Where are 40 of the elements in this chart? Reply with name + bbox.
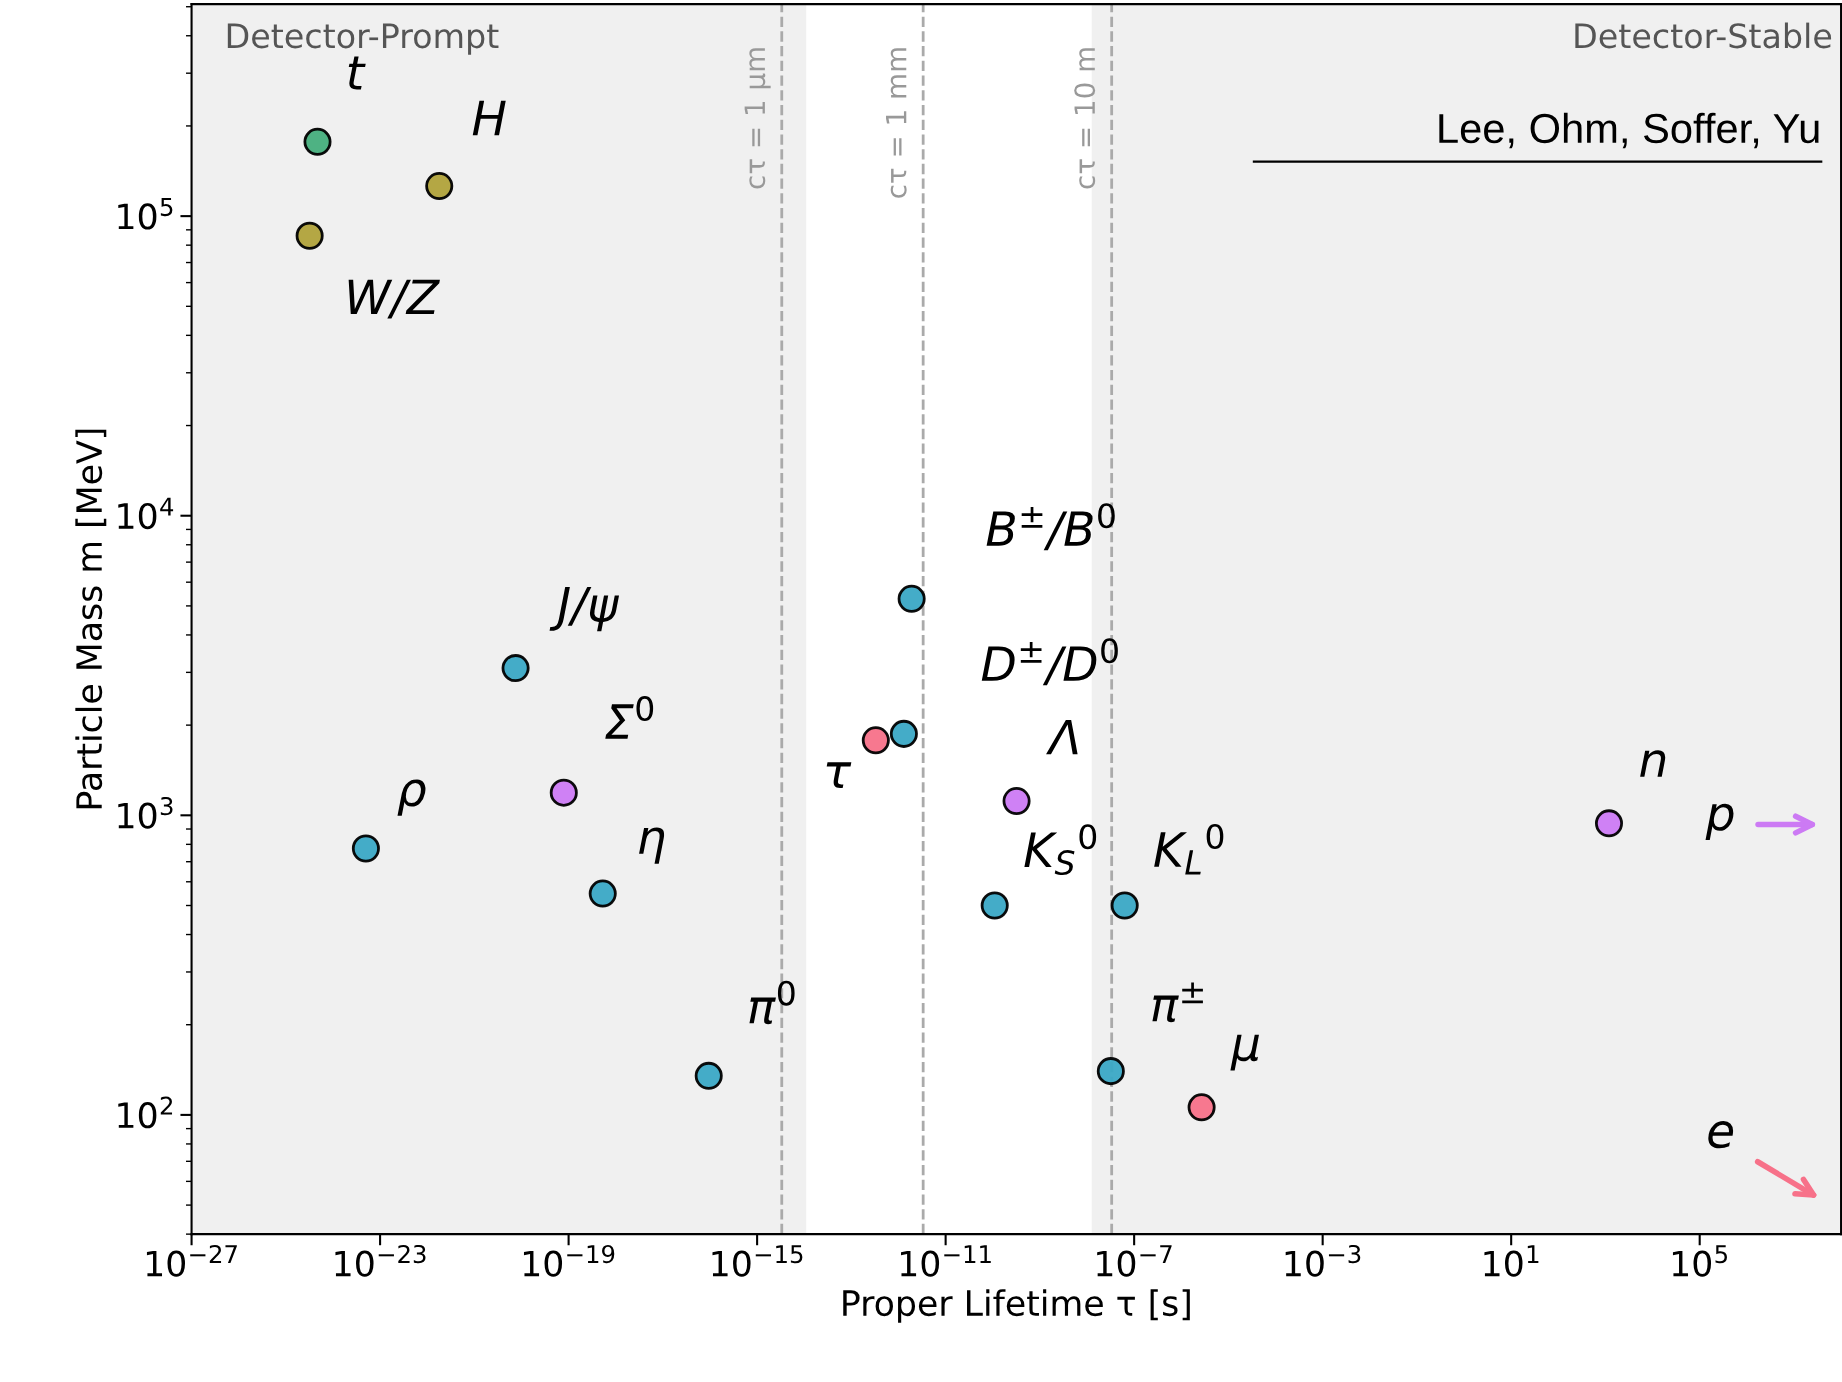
x-tick-label: 10$^{−7}$ [1097,1245,1172,1277]
annotation: cτ = 1 mm [886,48,907,198]
annotation: Σ$^{0}$ [605,696,654,739]
annotation: H [472,100,506,136]
annotation: t [348,56,366,90]
annotation: W/Z [348,279,440,319]
x-tick-label: 10$^{5}$ [1672,1245,1727,1277]
x-axis-title: Proper Lifetime τ [s] [843,1289,1190,1323]
annotation: π$^{0}$ [749,980,795,1025]
x-tick-label: 10$^{−27}$ [146,1244,237,1277]
annotation: Lee, Ohm, Soffer, Yu [1439,112,1819,149]
x-tick-label: 10$^{−23}$ [335,1244,426,1277]
annotation: τ [826,762,852,789]
annotation: B$^{±}$/B$^{0}$ [986,503,1115,551]
y-tick-label: 10$^{3}$ [118,796,173,829]
y-tick-label: 10$^{5}$ [118,198,173,230]
annotation: cτ = 10 m [1074,48,1096,189]
band-label: Detector-Prompt [227,23,499,55]
annotation: K$_{L}$$^{0}$ [1154,824,1224,875]
annotation: Λ [1046,719,1078,755]
annotation: p [1705,803,1734,841]
annotation: η [639,827,665,864]
band-label: Detector-Stable [1575,22,1832,49]
x-tick-label: 10$^{−11}$ [901,1245,991,1277]
annotation: K$_{S}$$^{0}$ [1024,824,1097,876]
x-tick-label: 10$^{−15}$ [712,1245,803,1277]
annotation: ρ [397,779,426,816]
x-tick-label: 10$^{1}$ [1484,1245,1539,1277]
x-tick-label: 10$^{−19}$ [523,1244,615,1277]
y-tick-label: 10$^{4}$ [118,497,174,530]
y-axis-title: Particle Mass m [MeV] [75,429,107,809]
annotation: cτ = 1 μm [744,48,771,189]
annotation: π$^{±}$ [1152,982,1203,1023]
annotation: J/ψ [549,586,620,632]
y-tick-label: 10$^{2}$ [118,1096,173,1129]
annotation: μ [1230,1034,1259,1071]
x-tick-label: 10$^{−3}$ [1285,1244,1361,1277]
annotation: D$^{±}$/D$^{0}$ [981,638,1118,686]
annotation: n [1640,750,1666,777]
annotation: e [1708,1121,1734,1149]
